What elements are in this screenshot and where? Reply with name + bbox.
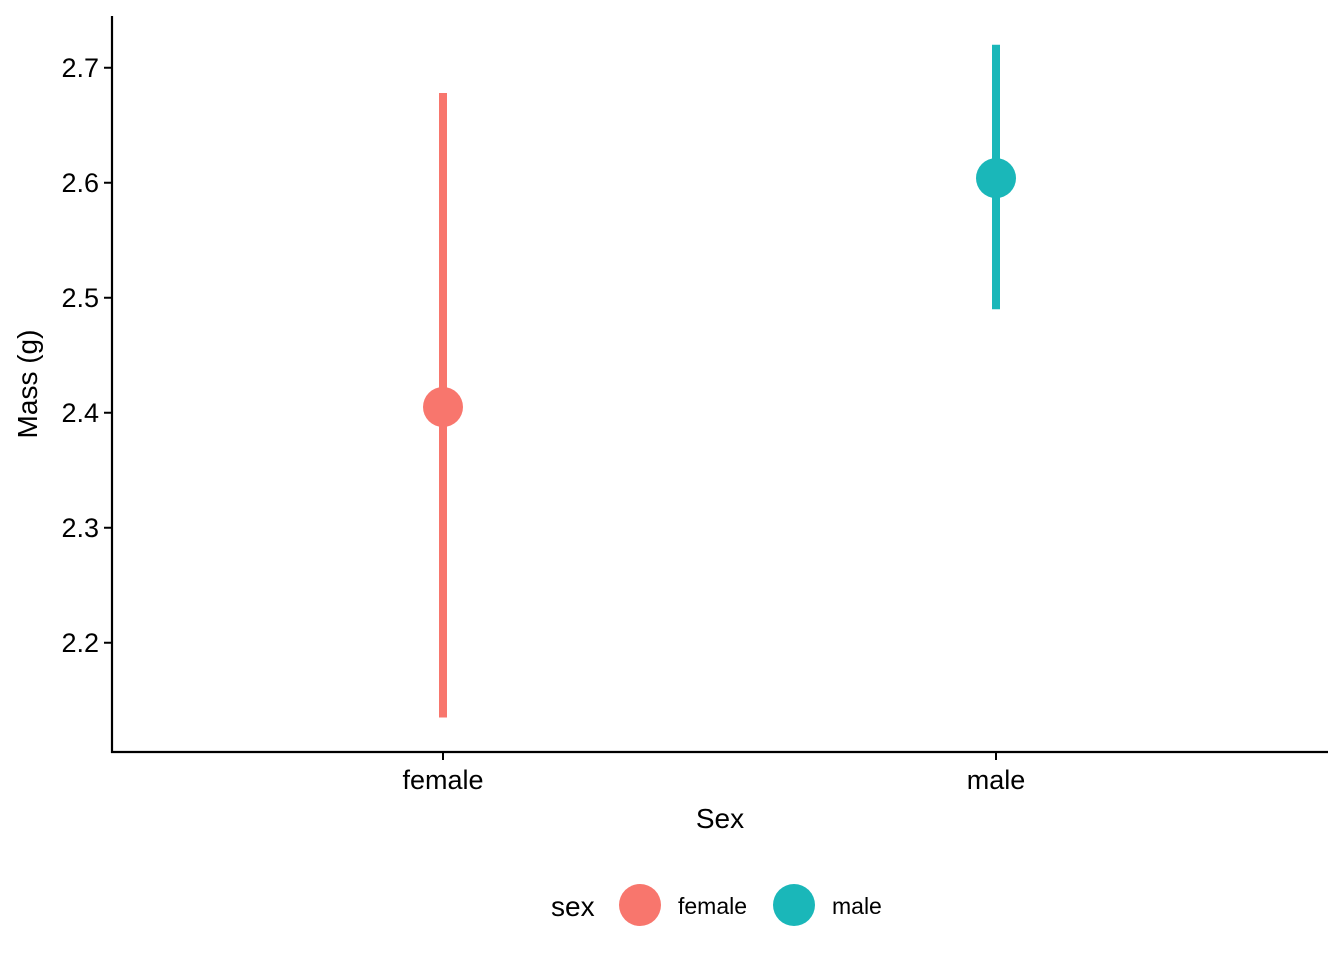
y-tick-label: 2.6 [61,168,99,198]
point-male [976,158,1016,199]
legend-items: female male [619,884,882,926]
y-ticks: 2.2 2.3 2.4 2.5 2.6 2.7 [61,53,112,658]
legend-label-female: female [678,893,747,919]
legend-key-female [619,884,661,926]
legend-label-male: male [832,893,882,919]
y-tick-label: 2.4 [61,398,99,428]
y-tick-label: 2.3 [61,513,99,543]
x-axis-title: Sex [696,803,744,834]
x-tick-label: male [967,765,1026,795]
data-marks [423,44,1016,718]
y-axis-title: Mass (g) [12,330,43,439]
axes [110,16,1328,754]
y-tick-label: 2.5 [61,283,99,313]
x-ticks: female male [402,752,1025,795]
legend-key-male [773,884,815,926]
y-tick-label: 2.2 [61,628,99,658]
legend-title: sex [551,891,595,922]
x-tick-label: female [402,765,483,795]
y-tick-label: 2.7 [61,53,99,83]
point-female [423,387,463,427]
legend: sex female male [551,884,882,926]
